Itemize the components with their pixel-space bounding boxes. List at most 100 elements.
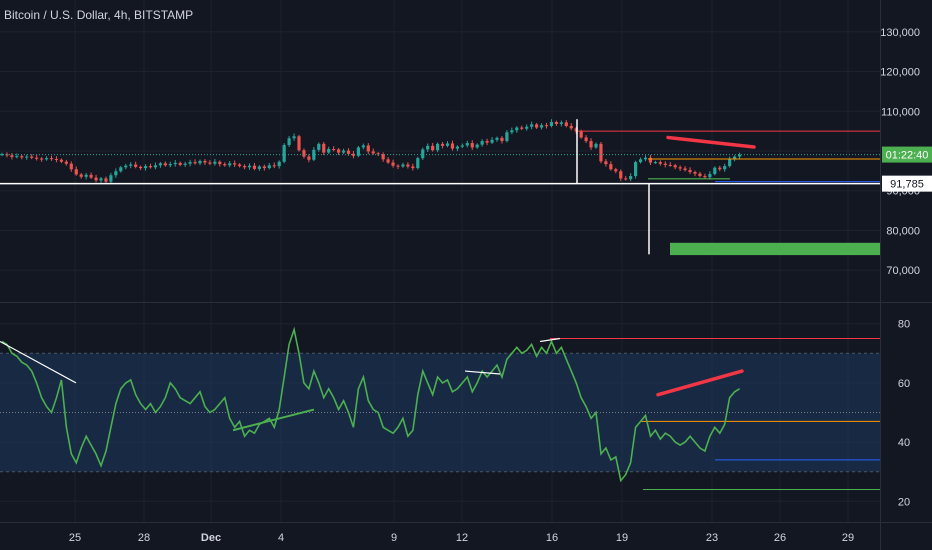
candle-body	[356, 147, 360, 156]
candle-body	[426, 145, 430, 150]
candle-body	[683, 168, 687, 171]
time-tick-label: 4	[278, 532, 284, 544]
candle-body	[198, 160, 202, 164]
rsi-tick-label: 60	[898, 378, 910, 390]
time-tick-label: 28	[138, 532, 150, 544]
candle-body	[584, 137, 588, 142]
candle-body	[718, 167, 722, 170]
candle-body	[262, 166, 266, 169]
rsi-tick-label: 40	[898, 437, 910, 449]
candle-body	[564, 122, 568, 126]
candle-body	[480, 141, 484, 145]
candle-body	[30, 156, 34, 158]
candle-body	[84, 174, 88, 177]
candle-body	[139, 166, 143, 169]
candle-body	[312, 149, 316, 160]
rsi-trendline	[0, 340, 77, 384]
candle-body	[376, 153, 380, 155]
candle-body	[233, 163, 237, 165]
candle-body	[54, 158, 59, 160]
candle-body	[104, 178, 108, 182]
candle-body	[500, 137, 504, 142]
candle-body	[505, 132, 509, 142]
candle-body	[69, 163, 73, 170]
candle-body	[604, 161, 608, 165]
candle-body	[723, 166, 727, 170]
candle-body	[381, 154, 385, 160]
candle-body	[188, 162, 192, 164]
candle-body	[708, 174, 712, 178]
candle-body	[594, 143, 598, 148]
candle-body	[713, 167, 717, 175]
candle-body	[153, 165, 158, 168]
candle-body	[559, 122, 563, 124]
candle-body	[272, 165, 276, 167]
candle-body	[49, 158, 54, 160]
time-axis[interactable]: 25 28 Dec 4 9 12 16 19 23 26 29	[69, 532, 854, 544]
candle-body	[549, 121, 554, 126]
price-tick-label: 70,000	[886, 265, 920, 277]
candle-body	[535, 124, 539, 128]
time-tick-label: 29	[842, 532, 854, 544]
candle-body	[247, 165, 252, 168]
price-tick-label: 130,000	[880, 27, 920, 39]
candle-body	[114, 171, 118, 176]
candle-body	[302, 150, 306, 157]
candle-body	[277, 161, 281, 167]
candle-body	[460, 145, 464, 147]
candle-body	[168, 164, 172, 166]
candle-body	[465, 143, 469, 146]
candle-body	[109, 175, 113, 182]
candle-body	[223, 164, 227, 166]
candle-body	[119, 167, 123, 172]
candle-body	[678, 167, 682, 169]
price-axis[interactable]: 130,000120,000110,00090,00080,00070,0008…	[880, 27, 932, 508]
price-tick-label: 110,000	[881, 106, 920, 118]
candle-body	[386, 159, 390, 163]
candle-body	[337, 149, 341, 153]
candle-body	[728, 159, 732, 167]
candle-body	[203, 160, 207, 163]
candle-body	[530, 124, 534, 127]
candle-body	[94, 177, 98, 181]
candle-body	[510, 130, 514, 133]
countdown-badge	[882, 146, 932, 163]
candle-body	[361, 145, 365, 148]
level-badge-text: 91,785	[890, 179, 924, 191]
candle-body	[228, 163, 232, 166]
candle-body	[124, 165, 128, 168]
rsi-trendline	[464, 370, 501, 375]
candle-body	[59, 159, 63, 162]
candle-body	[431, 145, 435, 151]
candle-body	[332, 149, 336, 151]
candle-body	[242, 166, 247, 168]
candle-body	[436, 143, 440, 151]
candle-body	[698, 173, 702, 177]
candle-body	[178, 162, 182, 165]
time-tick-label: 19	[616, 532, 628, 544]
candle-body	[208, 162, 212, 164]
candle-body	[490, 139, 494, 143]
candle-body	[40, 158, 44, 160]
candle-body	[15, 156, 19, 158]
rsi-tick-label: 20	[898, 496, 910, 508]
candle-body	[307, 156, 311, 160]
level-badge	[882, 175, 932, 192]
candle-body	[445, 143, 450, 146]
candle-body	[668, 164, 672, 166]
candle-body	[673, 165, 677, 168]
candle-body	[292, 136, 296, 139]
rsi-divergence-trendline	[656, 369, 744, 397]
candle-body	[0, 154, 4, 156]
time-tick-label: 25	[69, 532, 81, 544]
candle-body	[267, 165, 271, 169]
candle-body	[74, 169, 78, 175]
chart-symbol-title: Bitcoin / U.S. Dollar, 4h, BITSTAMP	[4, 8, 194, 22]
candle-body	[539, 125, 544, 128]
candle-body	[143, 166, 148, 169]
candle-body	[213, 161, 217, 164]
candle-body	[366, 145, 370, 152]
rsi-tick-label: 80	[898, 319, 910, 331]
candle-body	[158, 163, 162, 166]
